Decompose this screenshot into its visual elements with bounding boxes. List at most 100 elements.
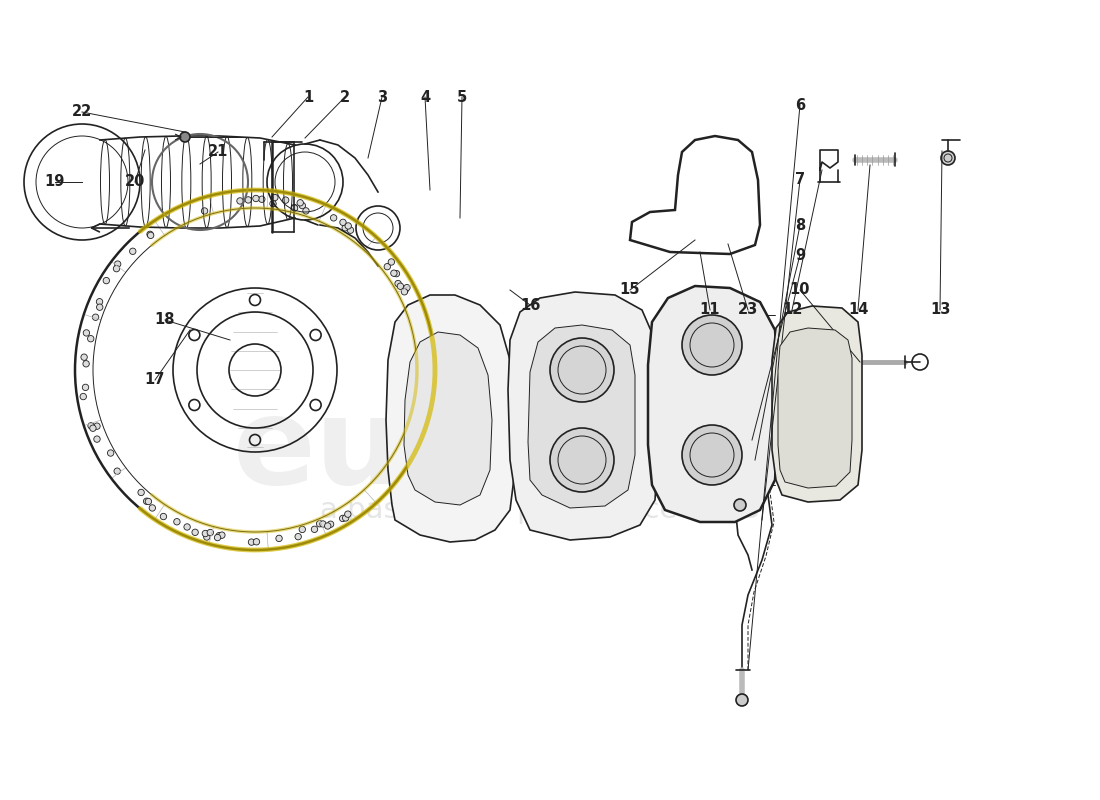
Circle shape	[396, 452, 403, 458]
Circle shape	[245, 197, 252, 203]
Circle shape	[90, 425, 96, 431]
Circle shape	[214, 534, 221, 541]
Text: 4: 4	[420, 90, 430, 105]
Circle shape	[682, 425, 742, 485]
Text: 1: 1	[302, 90, 313, 105]
Circle shape	[682, 315, 742, 375]
Circle shape	[292, 205, 298, 211]
Circle shape	[236, 198, 243, 204]
Circle shape	[419, 360, 426, 366]
Circle shape	[394, 270, 399, 277]
Circle shape	[94, 423, 100, 430]
Circle shape	[88, 335, 94, 342]
Circle shape	[80, 394, 87, 400]
Polygon shape	[528, 325, 635, 508]
Circle shape	[736, 694, 748, 706]
Polygon shape	[404, 332, 492, 505]
Circle shape	[202, 530, 209, 537]
Text: 9: 9	[795, 247, 805, 262]
Circle shape	[328, 521, 333, 527]
Text: a passion for parts since 1985: a passion for parts since 1985	[320, 496, 760, 524]
Text: 17: 17	[145, 373, 165, 387]
Circle shape	[114, 468, 120, 474]
Circle shape	[253, 195, 260, 202]
Circle shape	[388, 258, 395, 265]
Circle shape	[92, 314, 99, 321]
Circle shape	[201, 208, 208, 214]
Circle shape	[416, 322, 422, 329]
Polygon shape	[778, 328, 852, 488]
Circle shape	[550, 428, 614, 492]
Text: 21: 21	[208, 145, 228, 159]
Circle shape	[340, 515, 345, 522]
Circle shape	[84, 330, 89, 336]
Circle shape	[207, 530, 213, 536]
Circle shape	[403, 439, 409, 446]
Circle shape	[384, 263, 390, 270]
Circle shape	[138, 490, 144, 496]
Circle shape	[324, 522, 331, 529]
Circle shape	[426, 359, 432, 366]
Circle shape	[130, 248, 136, 254]
Polygon shape	[508, 292, 658, 540]
Text: 12: 12	[782, 302, 802, 318]
Circle shape	[734, 499, 746, 511]
Circle shape	[272, 194, 278, 201]
Circle shape	[340, 219, 346, 226]
Circle shape	[103, 278, 110, 284]
Circle shape	[216, 533, 222, 539]
Circle shape	[348, 227, 354, 234]
Circle shape	[88, 422, 95, 429]
Circle shape	[403, 451, 408, 458]
Circle shape	[410, 430, 416, 436]
Circle shape	[299, 202, 306, 209]
Circle shape	[392, 466, 398, 472]
Text: 16: 16	[520, 298, 540, 313]
Circle shape	[249, 539, 255, 546]
Circle shape	[330, 214, 337, 221]
Text: 8: 8	[795, 218, 805, 233]
Circle shape	[404, 285, 410, 291]
Circle shape	[146, 231, 153, 238]
Circle shape	[253, 538, 260, 545]
Circle shape	[390, 270, 397, 277]
Circle shape	[147, 232, 154, 238]
Circle shape	[317, 521, 322, 527]
Text: 7: 7	[795, 173, 805, 187]
Circle shape	[219, 532, 225, 538]
Circle shape	[342, 514, 349, 521]
Text: 23: 23	[738, 302, 758, 318]
Circle shape	[299, 526, 306, 533]
Circle shape	[276, 535, 283, 542]
Text: 3: 3	[377, 90, 387, 105]
Circle shape	[940, 151, 955, 165]
Circle shape	[82, 384, 89, 390]
Circle shape	[395, 280, 402, 286]
Circle shape	[184, 524, 190, 530]
Circle shape	[397, 283, 404, 290]
Text: 6: 6	[795, 98, 805, 113]
Circle shape	[145, 498, 152, 505]
Text: 15: 15	[619, 282, 640, 298]
Circle shape	[94, 436, 100, 442]
Circle shape	[417, 400, 422, 406]
Text: 11: 11	[700, 302, 720, 318]
Text: 19: 19	[45, 174, 65, 190]
Circle shape	[204, 534, 210, 540]
Circle shape	[270, 201, 276, 207]
Circle shape	[191, 529, 198, 535]
Circle shape	[342, 225, 349, 231]
Text: 14: 14	[848, 302, 868, 318]
Circle shape	[258, 196, 265, 202]
Text: 18: 18	[155, 313, 175, 327]
Polygon shape	[386, 295, 515, 542]
Circle shape	[417, 402, 422, 409]
Circle shape	[738, 440, 758, 460]
Circle shape	[180, 132, 190, 142]
Text: 10: 10	[790, 282, 811, 298]
Polygon shape	[648, 286, 778, 522]
Text: 2: 2	[340, 90, 350, 105]
Circle shape	[550, 338, 614, 402]
Text: 20: 20	[124, 174, 145, 190]
Circle shape	[420, 406, 426, 413]
